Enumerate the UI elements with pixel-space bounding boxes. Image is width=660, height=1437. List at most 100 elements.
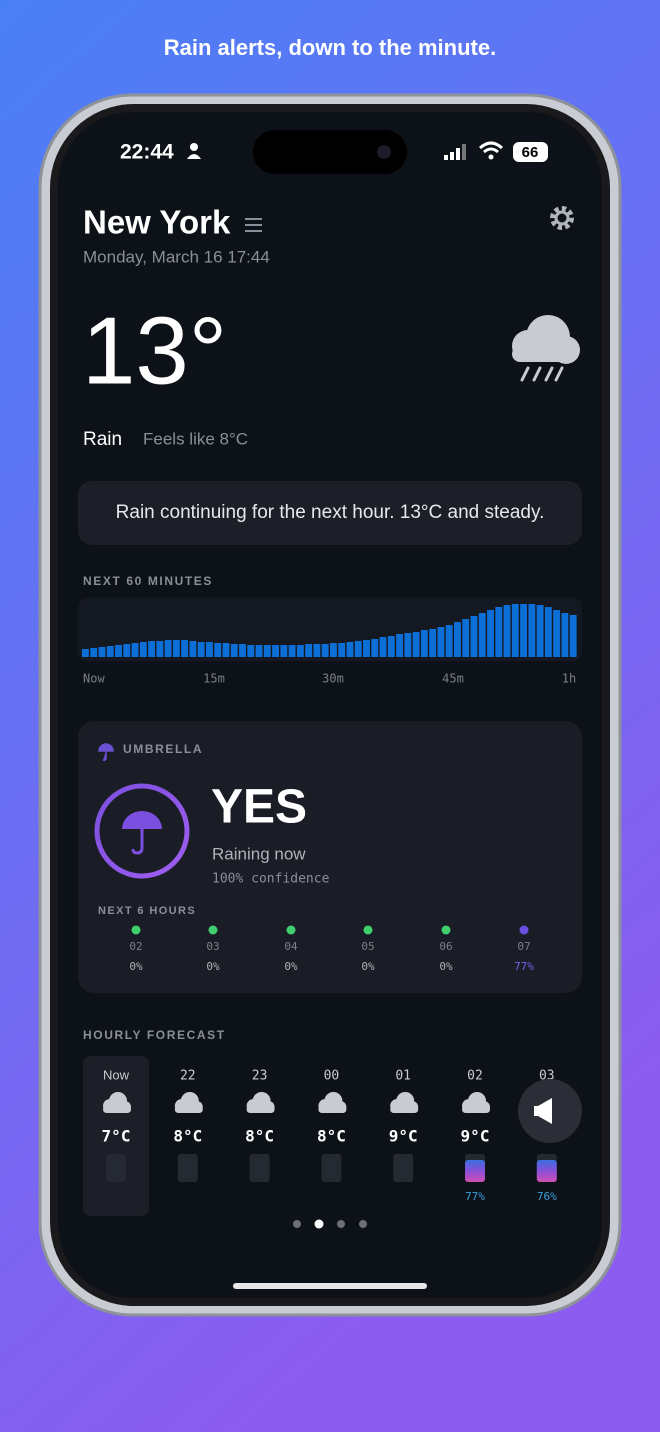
cloud-icon: [318, 1106, 347, 1113]
cloud-icon: [390, 1106, 419, 1113]
axis-label: Now: [83, 672, 105, 686]
precip-bar: [115, 645, 122, 657]
battery-icon: [513, 142, 548, 162]
cloud-icon: [103, 1106, 131, 1113]
precip-bar: [454, 622, 461, 657]
precip-bar: [222, 643, 230, 657]
signal-icon: [444, 144, 466, 160]
battery-level: 66: [522, 144, 539, 161]
precip-bar: [280, 645, 288, 657]
summary-text: Rain continuing for the next hour. 13°C …: [116, 502, 545, 523]
umbrella-card: [78, 721, 582, 993]
precip-bar: [396, 634, 403, 657]
precip-bar: [363, 640, 370, 657]
hour-time: 01: [395, 1069, 411, 1084]
hour-time: 22: [180, 1069, 196, 1084]
cloud-icon: [174, 1106, 203, 1113]
precip-bar: [272, 645, 279, 657]
selected-hour: [83, 1056, 149, 1216]
date-time: Monday, March 16 17:44: [83, 247, 270, 266]
hour-time: Now: [103, 1067, 130, 1082]
hour-dot: [286, 925, 296, 935]
hour-dot: [519, 925, 529, 935]
precip-bar: [148, 641, 155, 657]
precip-bar: [387, 636, 395, 657]
axis-label: 45m: [442, 672, 464, 686]
hour-chance: 0%: [206, 960, 220, 973]
precip-bar: [536, 605, 544, 657]
condition: Rain: [83, 429, 122, 450]
precip-chance-fill: [465, 1160, 485, 1182]
feels-like: Feels like 8°C: [143, 429, 248, 448]
hour-dot: [441, 925, 451, 935]
axis-label: 1h: [562, 672, 576, 686]
precip-bar: [462, 619, 470, 657]
page-dots: [293, 1219, 367, 1229]
precip-bar: [305, 644, 313, 657]
precip-bar: [255, 645, 263, 657]
hour-temp: 8°C: [173, 1127, 202, 1146]
hour-temp: 8°C: [245, 1127, 274, 1146]
list-icon[interactable]: [245, 218, 262, 232]
hour-chance: 77%: [514, 960, 534, 973]
hour-chance: 0%: [129, 960, 143, 973]
precip-bar: [106, 646, 114, 657]
hour-temp: 9°C: [389, 1127, 418, 1146]
screen: [58, 112, 602, 1298]
precip-bar: [230, 644, 238, 657]
hour-label: 02: [129, 940, 142, 953]
precip-bar: [139, 642, 147, 657]
precip-bar: [478, 613, 486, 657]
precip-bar: [181, 640, 189, 657]
umbrella-ring: [94, 783, 190, 879]
precip-bar: [354, 641, 362, 657]
rain-drops: [520, 366, 564, 382]
precip-bar: [470, 616, 478, 657]
rain-cloud-icon: [512, 315, 580, 364]
precip-bar: [239, 644, 246, 657]
precip-bar: [90, 648, 98, 657]
precip-chance-bar: [106, 1154, 126, 1182]
wifi-icon: [488, 154, 494, 160]
hour-time: 23: [252, 1069, 268, 1084]
cloud-icon: [246, 1106, 275, 1113]
settings-icon[interactable]: [550, 206, 574, 230]
precip-bar: [429, 629, 437, 657]
precip-bar: [172, 640, 180, 657]
precip-bar: [156, 641, 164, 657]
temperature: 13°: [82, 297, 227, 404]
card-label: UMBRELLA: [123, 742, 203, 756]
precip-bar: [553, 610, 561, 657]
umbrella-status: Raining now: [212, 844, 306, 863]
hour-time: 00: [324, 1069, 340, 1084]
precip-bar: [296, 645, 304, 657]
hour-label: 03: [206, 940, 219, 953]
precip-bar: [379, 637, 387, 657]
cloud-icon: [462, 1106, 490, 1113]
dynamic-island: [253, 130, 407, 174]
precip-bar: [420, 630, 428, 657]
hour-chance: 0%: [361, 960, 375, 973]
umbrella-answer: YES: [211, 781, 307, 834]
hour-dot: [131, 925, 141, 935]
hour-dot: [363, 925, 373, 935]
precip-bar: [371, 639, 379, 657]
precip-bar: [569, 615, 577, 657]
precip-bar: [495, 607, 503, 657]
umbrella-icon: [122, 811, 162, 829]
wifi-icon: [478, 141, 504, 154]
hour-temp: 7°C: [102, 1127, 131, 1146]
precip-chance-bar: [393, 1154, 414, 1182]
precip-bar: [123, 644, 131, 657]
precip-bar: [164, 640, 172, 657]
hour-label: 05: [361, 940, 374, 953]
section-title: HOURLY FORECAST: [83, 1028, 226, 1042]
confidence: 100% confidence: [212, 872, 330, 887]
city-name[interactable]: New York: [83, 204, 231, 241]
precip-bar: [528, 604, 536, 657]
axis-label: 30m: [322, 672, 344, 686]
hour-chance: 76%: [537, 1190, 557, 1203]
hour-label: 07: [517, 940, 530, 953]
precip-bar: [561, 613, 569, 657]
